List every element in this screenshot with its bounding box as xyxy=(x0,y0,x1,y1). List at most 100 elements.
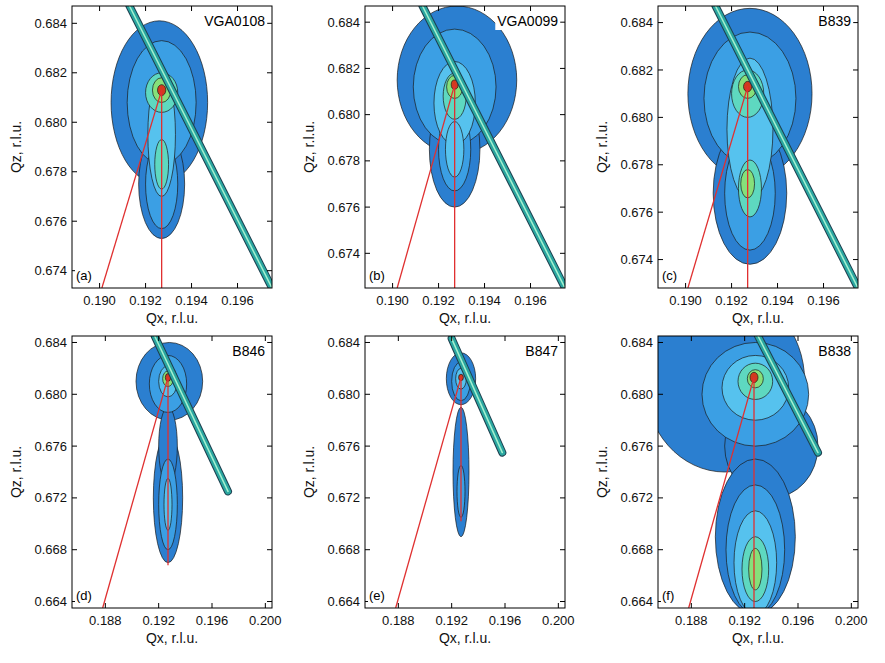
sample-title: B839 xyxy=(818,13,851,29)
x-tick xyxy=(392,283,393,288)
x-tick-label: 0.188 xyxy=(382,613,415,628)
x-tick-top xyxy=(398,336,399,341)
y-tick xyxy=(658,446,663,447)
panel: 0.1880.1920.1960.2000.6640.6680.6720.676… xyxy=(594,291,868,646)
x-tick-top xyxy=(731,6,732,11)
contour xyxy=(726,485,785,608)
x-tick-top xyxy=(505,336,506,341)
x-axis-title: Qx, r.l.u. xyxy=(732,630,784,646)
x-axis-title: Qx, r.l.u. xyxy=(439,630,491,646)
x-tick-top xyxy=(237,6,238,11)
x-tick-top xyxy=(744,336,745,341)
y-tick xyxy=(365,22,370,23)
y-tick-right xyxy=(267,446,272,447)
y-tick-label: 0.676 xyxy=(327,439,360,454)
y-tick-right xyxy=(853,497,858,498)
x-tick-label: 0.200 xyxy=(249,613,282,628)
plot-frame xyxy=(658,6,858,288)
y-tick xyxy=(365,160,370,161)
y-tick-right xyxy=(267,72,272,73)
y-tick xyxy=(658,69,663,70)
y-tick-label: 0.676 xyxy=(620,205,653,220)
plot-area xyxy=(396,339,503,608)
x-tick-top xyxy=(558,336,559,341)
x-tick-label: 0.190 xyxy=(669,293,702,308)
x-tick xyxy=(823,283,824,288)
x-tick-label: 0.196 xyxy=(782,613,815,628)
x-tick-label: 0.196 xyxy=(807,293,840,308)
x-tick xyxy=(438,283,439,288)
y-tick-label: 0.680 xyxy=(327,107,360,122)
y-tick-right xyxy=(267,497,272,498)
y-tick-label: 0.684 xyxy=(327,15,360,30)
y-axis-title: Qz, r.l.u. xyxy=(594,121,610,173)
x-tick xyxy=(530,283,531,288)
panel: 0.1880.1920.1960.2000.6640.6680.6720.676… xyxy=(8,335,282,646)
streak-core xyxy=(452,339,503,453)
figure: 0.1900.1920.1940.1960.6740.6760.6780.680… xyxy=(0,0,885,663)
contour xyxy=(722,355,789,420)
streak xyxy=(129,6,272,288)
x-tick-top xyxy=(530,6,531,11)
plot-background xyxy=(365,6,565,288)
reference-line xyxy=(167,377,168,565)
y-tick-right xyxy=(853,22,858,23)
x-tick-top xyxy=(105,336,106,341)
y-tick-right xyxy=(560,160,565,161)
streak xyxy=(758,336,818,453)
x-tick xyxy=(398,603,399,608)
y-tick xyxy=(365,549,370,550)
y-tick-right xyxy=(267,270,272,271)
y-tick xyxy=(658,212,663,213)
plot-area xyxy=(658,336,818,608)
x-tick-label: 0.192 xyxy=(422,293,455,308)
x-tick-label: 0.190 xyxy=(376,293,409,308)
y-tick-label: 0.678 xyxy=(327,153,360,168)
y-tick-right xyxy=(560,394,565,395)
x-tick-top xyxy=(777,6,778,11)
sample-title: B847 xyxy=(525,343,558,359)
x-tick xyxy=(158,603,159,608)
y-tick xyxy=(365,253,370,254)
title-patch xyxy=(495,12,560,30)
x-axis-title: Qx, r.l.u. xyxy=(146,310,198,326)
y-tick xyxy=(72,446,77,447)
y-tick-right xyxy=(853,69,858,70)
y-tick-label: 0.682 xyxy=(327,61,360,76)
x-tick-label: 0.194 xyxy=(468,293,501,308)
y-tick-label: 0.680 xyxy=(620,110,653,125)
x-tick-label: 0.194 xyxy=(761,293,794,308)
y-tick-label: 0.664 xyxy=(34,594,67,609)
x-tick xyxy=(691,603,692,608)
plot-background xyxy=(72,6,272,288)
y-tick-label: 0.668 xyxy=(620,542,653,557)
reference-line xyxy=(161,90,162,288)
y-tick xyxy=(72,549,77,550)
y-tick-right xyxy=(853,117,858,118)
y-tick xyxy=(658,117,663,118)
x-tick-top xyxy=(99,6,100,11)
x-tick-label: 0.192 xyxy=(728,613,761,628)
y-tick xyxy=(72,23,77,24)
y-tick-label: 0.678 xyxy=(34,164,67,179)
reference-line xyxy=(103,377,168,608)
reference-line xyxy=(454,85,455,288)
x-tick-label: 0.200 xyxy=(835,613,868,628)
x-tick-label: 0.196 xyxy=(489,613,522,628)
streak xyxy=(422,6,565,288)
x-tick xyxy=(191,283,192,288)
y-tick-right xyxy=(853,549,858,550)
y-tick xyxy=(365,446,370,447)
y-axis-title: Qz, r.l.u. xyxy=(301,121,317,173)
y-tick-label: 0.684 xyxy=(620,15,653,30)
panel: 0.1900.1920.1940.1960.6740.6760.6780.680… xyxy=(8,6,272,326)
y-tick-label: 0.664 xyxy=(620,594,653,609)
y-tick-label: 0.680 xyxy=(327,387,360,402)
x-tick xyxy=(777,283,778,288)
title-patch xyxy=(523,342,560,360)
plot-area xyxy=(103,336,228,608)
contour xyxy=(747,370,763,388)
panel: 0.1880.1920.1960.2000.6640.6680.6720.676… xyxy=(301,335,575,646)
y-tick-label: 0.668 xyxy=(327,542,360,557)
x-tick-label: 0.194 xyxy=(175,293,208,308)
